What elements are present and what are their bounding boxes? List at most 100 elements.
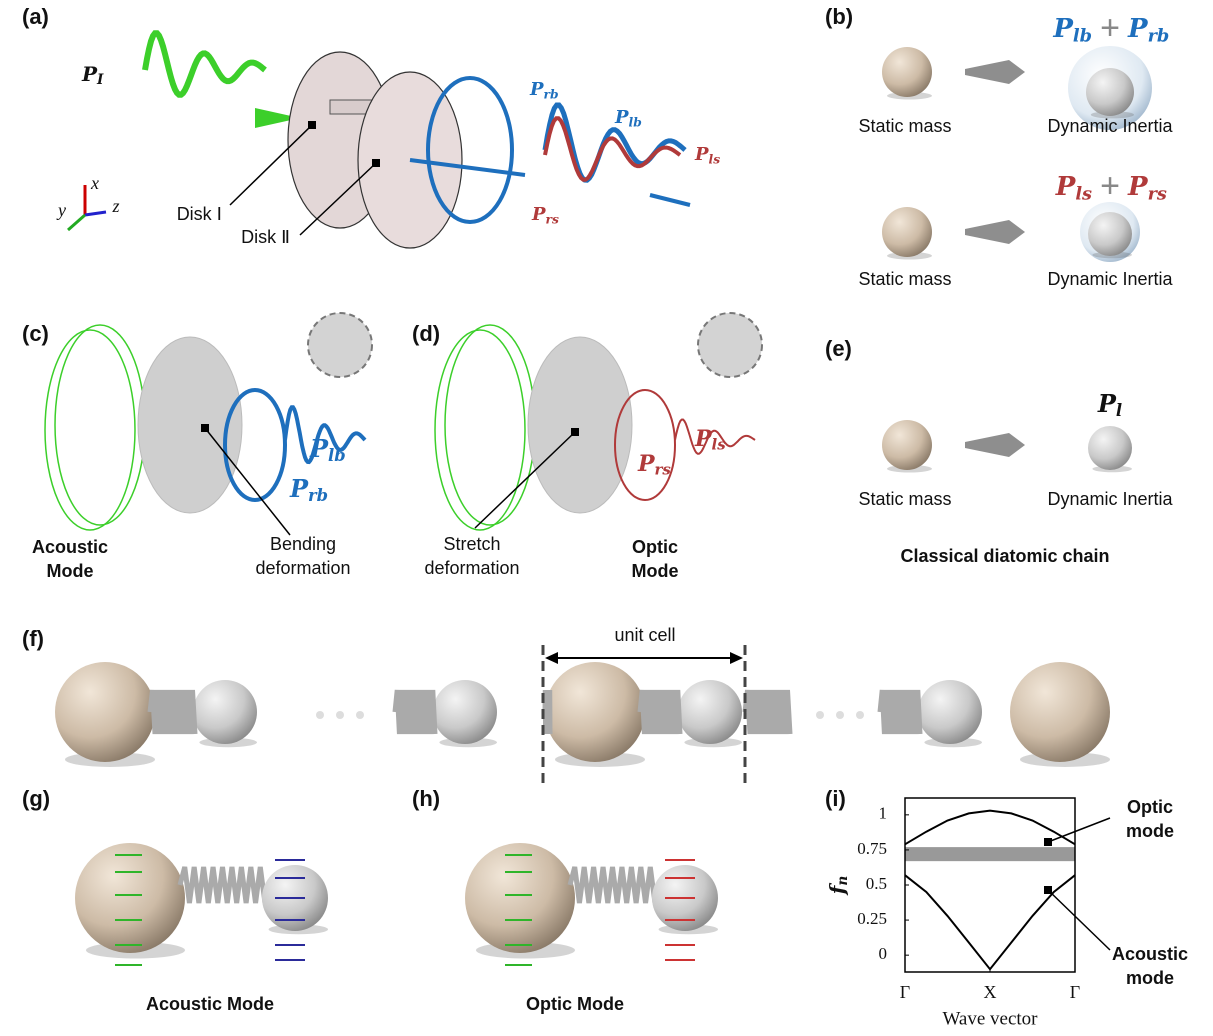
symbol-base: P [81,62,98,86]
panel-label: (c) [22,321,49,346]
spring [570,867,655,903]
sphere [75,843,185,953]
symbol-sub: rb [308,486,328,505]
plot-frame [905,798,1075,972]
symbol: Prb [529,79,559,101]
panel-label: (d) [412,321,440,346]
label: x [90,173,99,193]
sphere [465,843,575,953]
sphere [1086,68,1134,116]
symbol-sub: rb [544,87,559,101]
leader [1048,818,1110,842]
symbol-sub: rs [546,212,559,226]
panel-label: (i) [825,786,846,811]
arrow [965,220,1025,244]
sphere [433,680,497,744]
symbol-base: P [1127,14,1149,44]
symbol: Pls [694,144,720,166]
dot [836,711,844,719]
panel-label: (b) [825,4,853,29]
symbol-base: P [1052,14,1074,44]
axis [85,212,106,215]
dot [856,711,864,719]
sphere [882,420,932,470]
sphere [882,47,932,97]
x-tick-label: Γ [900,982,910,1002]
label: Acoustic [1112,944,1188,964]
y-tick-label: 0 [879,944,888,963]
label: deformation [255,558,350,578]
y-tick-label: 0.75 [857,839,887,858]
label: mode [1126,821,1174,841]
symbol-base: P [694,426,713,452]
label: y [56,200,66,220]
dot [816,711,824,719]
symbol-base: P [1055,172,1077,202]
spring [640,690,680,734]
spring [150,690,195,734]
marker [571,428,579,436]
symbol: Plb [1052,14,1092,47]
symbol-sub: lb [629,115,642,129]
x-axis-label: Wave vector [943,1008,1039,1029]
label: Optic [632,537,678,557]
symbol: Plb [309,434,346,465]
marker [308,121,316,129]
spring [880,690,920,734]
symbol: Prb [289,474,328,505]
symbol-sub: I [96,72,104,88]
symbol-sub: lb [328,446,346,465]
symbol: Prb [1127,14,1169,47]
symbol: Pls [1055,172,1092,205]
symbol-sub: ls [712,436,727,454]
symbol-sub: l [1116,401,1122,420]
symbol-base: P [694,144,709,165]
label: + [1100,167,1120,205]
symbol-base: P [309,434,329,463]
label: deformation [424,558,519,578]
wave [145,33,265,94]
symbol-sub: ls [1075,184,1092,205]
ring [435,330,525,530]
label: Classical diatomic chain [900,546,1109,566]
label: Disk Ⅱ [241,227,290,247]
label: Optic [1127,797,1173,817]
spring [395,690,435,734]
zoom [308,313,372,377]
sphere [1010,662,1110,762]
page: {"panels":{ "a":{"label":"(a)","incident… [0,0,1213,1036]
spring [545,690,550,734]
dot [336,711,344,719]
label: Static mass [858,116,951,136]
symbol-base: P [529,79,544,100]
arrow [965,433,1025,457]
label: Mode [47,561,94,581]
spring [745,690,790,734]
label: mode [1126,968,1174,988]
symbol: Prs [1127,172,1167,205]
dot [356,711,364,719]
symbol-sub: n [835,876,851,886]
symbol-base: P [531,204,546,225]
sphere [545,662,645,762]
sphere [918,680,982,744]
marker [1044,886,1052,894]
symbol-sub: rs [655,461,672,479]
label: Optic Mode [526,994,624,1014]
axis-line [650,195,690,205]
y-tick-label: 0.25 [857,909,887,928]
symbol-sub: lb [1073,26,1092,47]
sphere [678,680,742,744]
ring [55,325,145,525]
label: Stretch [443,534,500,554]
ring [445,325,535,525]
arrow-head [545,652,558,664]
label: Dynamic Inertia [1047,116,1173,136]
label: Static mass [858,269,951,289]
label: Dynamic Inertia [1047,489,1173,509]
label: Bending [270,534,336,554]
sphere [55,662,155,762]
symbol-sub: ls [709,152,721,166]
label: Mode [632,561,679,581]
zoom [698,313,762,377]
